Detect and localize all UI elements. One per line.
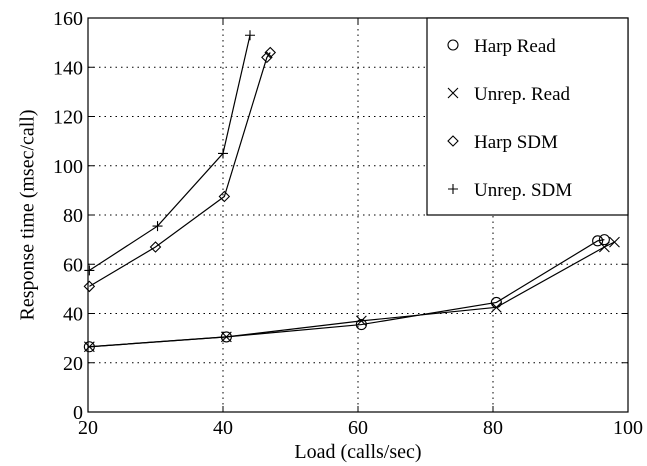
legend-item-unrep-sdm: Unrep. SDM: [448, 180, 572, 201]
legend-item-harp-read: Harp Read: [447, 36, 556, 57]
data-point-circle: [592, 235, 604, 247]
x-tick-label: 60: [348, 417, 368, 439]
data-point-plus: [218, 148, 228, 159]
series-harp-sdm: [83, 46, 277, 293]
data-point-plus: [152, 221, 163, 232]
data-point-diamond: [264, 46, 277, 59]
data-point-x: [447, 87, 459, 99]
series-line-unrep-sdm: [89, 35, 251, 271]
y-tick-label: 20: [63, 353, 83, 375]
data-point-x: [355, 315, 367, 327]
series-line-harp-sdm: [89, 52, 271, 287]
data-point-plus: [84, 265, 95, 276]
data-point-circle: [447, 39, 459, 51]
data-point-plus: [448, 184, 458, 194]
data-point-circle: [355, 319, 367, 331]
legend-label: Unrep. SDM: [474, 180, 572, 201]
legend-item-unrep-read: Unrep. Read: [447, 84, 571, 105]
legend-label: Harp SDM: [474, 132, 558, 153]
y-tick-label: 140: [53, 57, 83, 79]
data-point-diamond: [149, 241, 162, 253]
data-point-x: [609, 236, 620, 248]
series-line-harp-read: [89, 239, 605, 348]
x-tick-label: 40: [213, 417, 233, 439]
legend-label: Harp Read: [474, 36, 556, 57]
y-tick-label: 160: [53, 8, 83, 30]
x-tick-label: 100: [613, 417, 643, 439]
data-point-x: [83, 341, 95, 353]
legend-label: Unrep. Read: [474, 84, 571, 105]
data-point-diamond: [447, 135, 459, 147]
data-point-diamond: [261, 51, 273, 64]
series-layer: [83, 30, 620, 353]
data-point-plus: [245, 30, 255, 41]
y-axis-label: Response time (msec/call): [17, 109, 39, 320]
y-tick-label: 120: [53, 107, 83, 129]
y-tick-label: 0: [73, 402, 83, 424]
series-unrep-read: [83, 236, 620, 353]
x-tick-label: 80: [483, 417, 503, 439]
y-tick-label: 80: [63, 205, 83, 227]
series-harp-read: [83, 234, 610, 353]
data-point-diamond: [83, 280, 96, 293]
series-line-unrep-read: [89, 241, 615, 348]
x-axis-label: Load (calls/sec): [294, 441, 421, 463]
data-point-x: [598, 241, 610, 253]
legend: Harp Read Unrep. Read Harp SDM Unrep. SDM: [426, 17, 629, 216]
data-point-circle: [598, 234, 610, 246]
data-point-x: [490, 301, 502, 313]
data-point-x: [220, 331, 232, 343]
y-tick-label: 100: [53, 156, 83, 178]
series-unrep-sdm: [84, 30, 255, 276]
legend-item-harp-sdm: Harp SDM: [447, 132, 558, 153]
grid-lines: [88, 18, 628, 412]
x-tick-label: 20: [78, 417, 98, 439]
legend-box: [426, 17, 629, 216]
data-point-diamond: [218, 190, 231, 203]
y-tick-label: 60: [63, 254, 83, 276]
y-tick-label: 40: [63, 304, 83, 326]
